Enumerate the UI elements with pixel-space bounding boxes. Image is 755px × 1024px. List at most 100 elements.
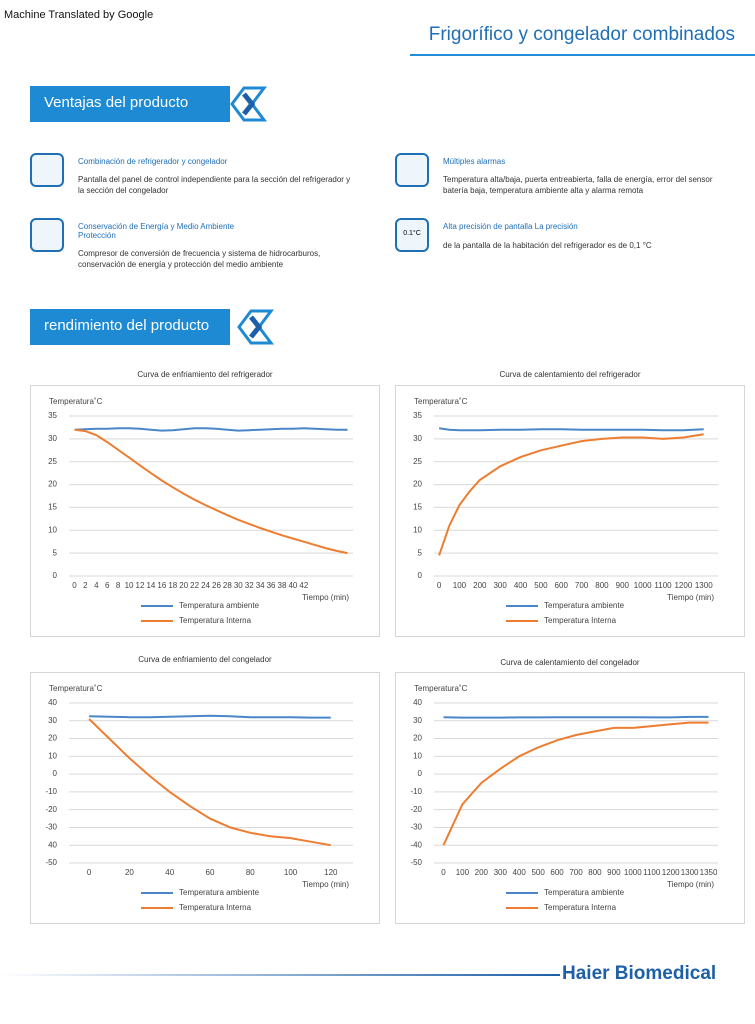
y-tick-label: 30 (413, 434, 422, 443)
y-tick-label: 30 (48, 716, 57, 725)
x-tick-label: 30 (234, 581, 243, 590)
feature-text: Compresor de conversión de frecuencia y … (78, 249, 321, 269)
legend-label: Temperatura Interna (179, 903, 252, 912)
line-series (438, 427, 704, 432)
x-axis-title: Tiempo (min) (302, 593, 349, 602)
x-tick-label: 700 (569, 868, 583, 877)
y-tick-label: 40 (48, 698, 57, 707)
x-tick-label: 800 (588, 868, 602, 877)
feature-text: de la pantalla de la habitación del refr… (443, 241, 652, 250)
x-tick-label: 1100 (643, 868, 661, 877)
x-tick-label: 20 (179, 581, 188, 590)
x-tick-label: 1300 (695, 581, 713, 590)
header-title: Frigorífico y congelador combinados (428, 24, 735, 45)
x-tick-label: 120 (324, 868, 338, 877)
x-tick-label: 1200 (674, 581, 692, 590)
x-tick-label: 42 (299, 581, 308, 590)
x-tick-label: 24 (201, 581, 210, 590)
x-tick-label: 0 (87, 868, 92, 877)
line-series (442, 721, 709, 846)
x-tick-label: 40 (165, 868, 174, 877)
x-tick-label: 32 (245, 581, 254, 590)
y-tick-label: 5 (418, 548, 423, 557)
chart-title: Curva de calentamiento del refrigerador (499, 370, 641, 379)
x-tick-label: 22 (190, 581, 199, 590)
x-tick-label: 500 (534, 581, 548, 590)
y-tick-label: 10 (413, 525, 422, 534)
y-tick-label: -10 (410, 787, 422, 796)
feature-icon (395, 153, 429, 187)
y-tick-label: 25 (48, 457, 57, 466)
x-tick-label: 200 (473, 581, 487, 590)
y-tick-label: 0 (418, 769, 423, 778)
y-tick-label: -50 (45, 858, 57, 867)
chart-title: Curva de calentamiento del congelador (500, 658, 640, 667)
x-tick-label: 300 (494, 868, 508, 877)
legend-label: Temperatura Interna (179, 616, 252, 625)
feature-title: Múltiples alarmas (443, 157, 506, 166)
header-rule (410, 54, 755, 56)
x-tick-label: 4 (94, 581, 99, 590)
y-axis-title: Temperatura˚C (414, 397, 468, 406)
legend-label: Temperatura ambiente (544, 601, 625, 610)
y-tick-label: 20 (413, 734, 422, 743)
y-tick-label: 10 (413, 751, 422, 760)
footer-rule (0, 974, 560, 976)
x-tick-label: 40 (288, 581, 297, 590)
feature-icon (30, 153, 64, 187)
y-tick-label: 35 (48, 411, 57, 420)
x-tick-label: 1100 (654, 581, 672, 590)
x-tick-label: 16 (157, 581, 166, 590)
y-tick-label: 30 (413, 716, 422, 725)
x-tick-label: 200 (475, 868, 489, 877)
y-tick-label: 20 (48, 480, 57, 489)
x-tick-label: 0 (437, 581, 442, 590)
feature-title: Conservación de Energía y Medio Ambiente… (78, 222, 235, 240)
x-tick-label: 6 (105, 581, 110, 590)
feature-icon (30, 218, 64, 252)
y-tick-label: 25 (413, 457, 422, 466)
y-tick-label: -40 (410, 840, 422, 849)
x-tick-label: 100 (453, 581, 467, 590)
y-tick-label: 0 (53, 769, 58, 778)
x-axis-title: Tiempo (min) (667, 593, 714, 602)
x-tick-label: 900 (607, 868, 621, 877)
x-tick-label: 1000 (634, 581, 652, 590)
x-tick-label: 700 (575, 581, 589, 590)
x-tick-label: 600 (550, 868, 564, 877)
footer-brand: Haier Biomedical (562, 963, 717, 984)
legend-label: Temperatura ambiente (179, 601, 260, 610)
chart: Temperatura˚C 0 5 10 15 20 25 30 35 0 100 200 300 400… (395, 385, 745, 637)
legend-label: Temperatura ambiente (179, 888, 260, 897)
x-tick-label: 1000 (624, 868, 642, 877)
y-axis-title: Temperatura˚C (49, 397, 103, 406)
x-tick-label: 38 (278, 581, 287, 590)
y-tick-label: 40 (48, 840, 57, 849)
x-tick-label: 600 (555, 581, 569, 590)
feature-title: Combinación de refrigerador y congelador (78, 157, 228, 166)
chevron (237, 309, 274, 345)
x-tick-label: 400 (514, 581, 528, 590)
x-tick-label: 34 (256, 581, 265, 590)
line-series (89, 714, 331, 719)
x-tick-label: 28 (223, 581, 232, 590)
x-tick-label: 8 (116, 581, 121, 590)
x-tick-label: 10 (125, 581, 134, 590)
y-tick-label: 0 (418, 571, 423, 580)
y-tick-label: 15 (413, 503, 422, 512)
line-series (88, 718, 331, 847)
chevron (230, 86, 267, 122)
x-tick-label: 400 (513, 868, 527, 877)
y-tick-label: -50 (410, 858, 422, 867)
y-tick-label: -30 (410, 823, 422, 832)
feature-title: Alta precisión de pantalla La precisión (443, 222, 578, 231)
x-tick-label: 300 (493, 581, 507, 590)
feature-icon: 0.1°C (395, 218, 429, 252)
chart-title: Curva de enfriamiento del congelador (138, 655, 272, 664)
line-series (74, 428, 348, 555)
y-tick-label: 20 (413, 480, 422, 489)
x-tick-label: 1200 (662, 868, 680, 877)
chart-title: Curva de enfriamiento del refrigerador (137, 370, 273, 379)
